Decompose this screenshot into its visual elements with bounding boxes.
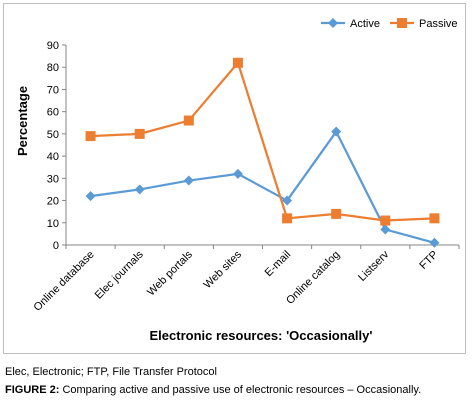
- y-tick-label: 60: [47, 107, 59, 119]
- data-point-active: [380, 224, 391, 235]
- caption-text: Comparing active and passive use of elec…: [59, 384, 422, 396]
- legend-label-active: Active: [350, 18, 380, 30]
- legend-item-active: Active: [321, 18, 380, 30]
- data-point-active: [331, 126, 342, 137]
- x-tick-label: Elec journals: [93, 248, 146, 301]
- series-passive: [85, 57, 440, 226]
- data-point-active: [134, 184, 145, 195]
- series-line-passive: [90, 60, 435, 222]
- data-point-passive: [232, 57, 243, 68]
- data-point-passive: [429, 213, 440, 224]
- data-point-active: [282, 195, 293, 206]
- y-tick-label: 90: [47, 40, 59, 52]
- y-tick-label: 30: [47, 173, 59, 185]
- series-line-active: [90, 129, 435, 244]
- series-active: [85, 126, 440, 248]
- x-tick-label: Web sites: [202, 248, 245, 291]
- data-point-passive: [134, 128, 145, 139]
- data-point-passive: [282, 213, 293, 224]
- figure-footnote: Elec, Electronic; FTP, File Transfer Pro…: [5, 366, 217, 378]
- data-point-passive: [85, 131, 96, 142]
- y-tick-label: 10: [47, 218, 59, 230]
- data-point-active: [183, 175, 194, 186]
- y-axis: 0 10 20 30 40 50 60 70 80 90: [47, 40, 67, 252]
- legend-marker-active: [328, 18, 338, 28]
- line-chart: Active Passive 0 10 20 30 40 50 60 70 80 90 Online…: [15, 18, 460, 343]
- x-tick-label: E-mail: [263, 249, 294, 280]
- y-axis-title: Percentage: [15, 86, 30, 156]
- x-tick-label: Online database: [32, 249, 97, 314]
- x-tick-label: Web portals: [145, 248, 195, 298]
- chart-frame: Active Passive 0 10 20 30 40 50 60 70 80 90 Online…: [3, 3, 466, 354]
- y-tick-label: 20: [47, 196, 59, 208]
- legend-marker-passive: [397, 18, 407, 28]
- x-tick-label: FTP: [417, 249, 440, 272]
- data-point-active: [85, 191, 96, 202]
- caption-label: FIGURE 2:: [5, 384, 60, 396]
- figure-caption: FIGURE 2: Comparing active and passive u…: [5, 384, 421, 396]
- legend-label-passive: Passive: [419, 18, 458, 30]
- x-axis-title: Electronic resources: 'Occasionally': [150, 328, 373, 343]
- legend: Active Passive: [321, 18, 458, 30]
- y-tick-label: 50: [47, 129, 59, 141]
- legend-item-passive: Passive: [390, 18, 458, 30]
- y-tick-label: 70: [47, 84, 59, 96]
- data-point-active: [232, 168, 243, 179]
- data-point-passive: [380, 215, 391, 226]
- y-tick-label: 40: [47, 151, 59, 163]
- data-point-passive: [183, 115, 194, 126]
- series-layer: [85, 57, 440, 248]
- y-tick-label: 80: [47, 62, 59, 74]
- data-point-passive: [331, 208, 342, 219]
- data-point-active: [429, 237, 440, 248]
- y-tick-label: 0: [53, 240, 59, 252]
- x-tick-label: Listserv: [356, 248, 392, 284]
